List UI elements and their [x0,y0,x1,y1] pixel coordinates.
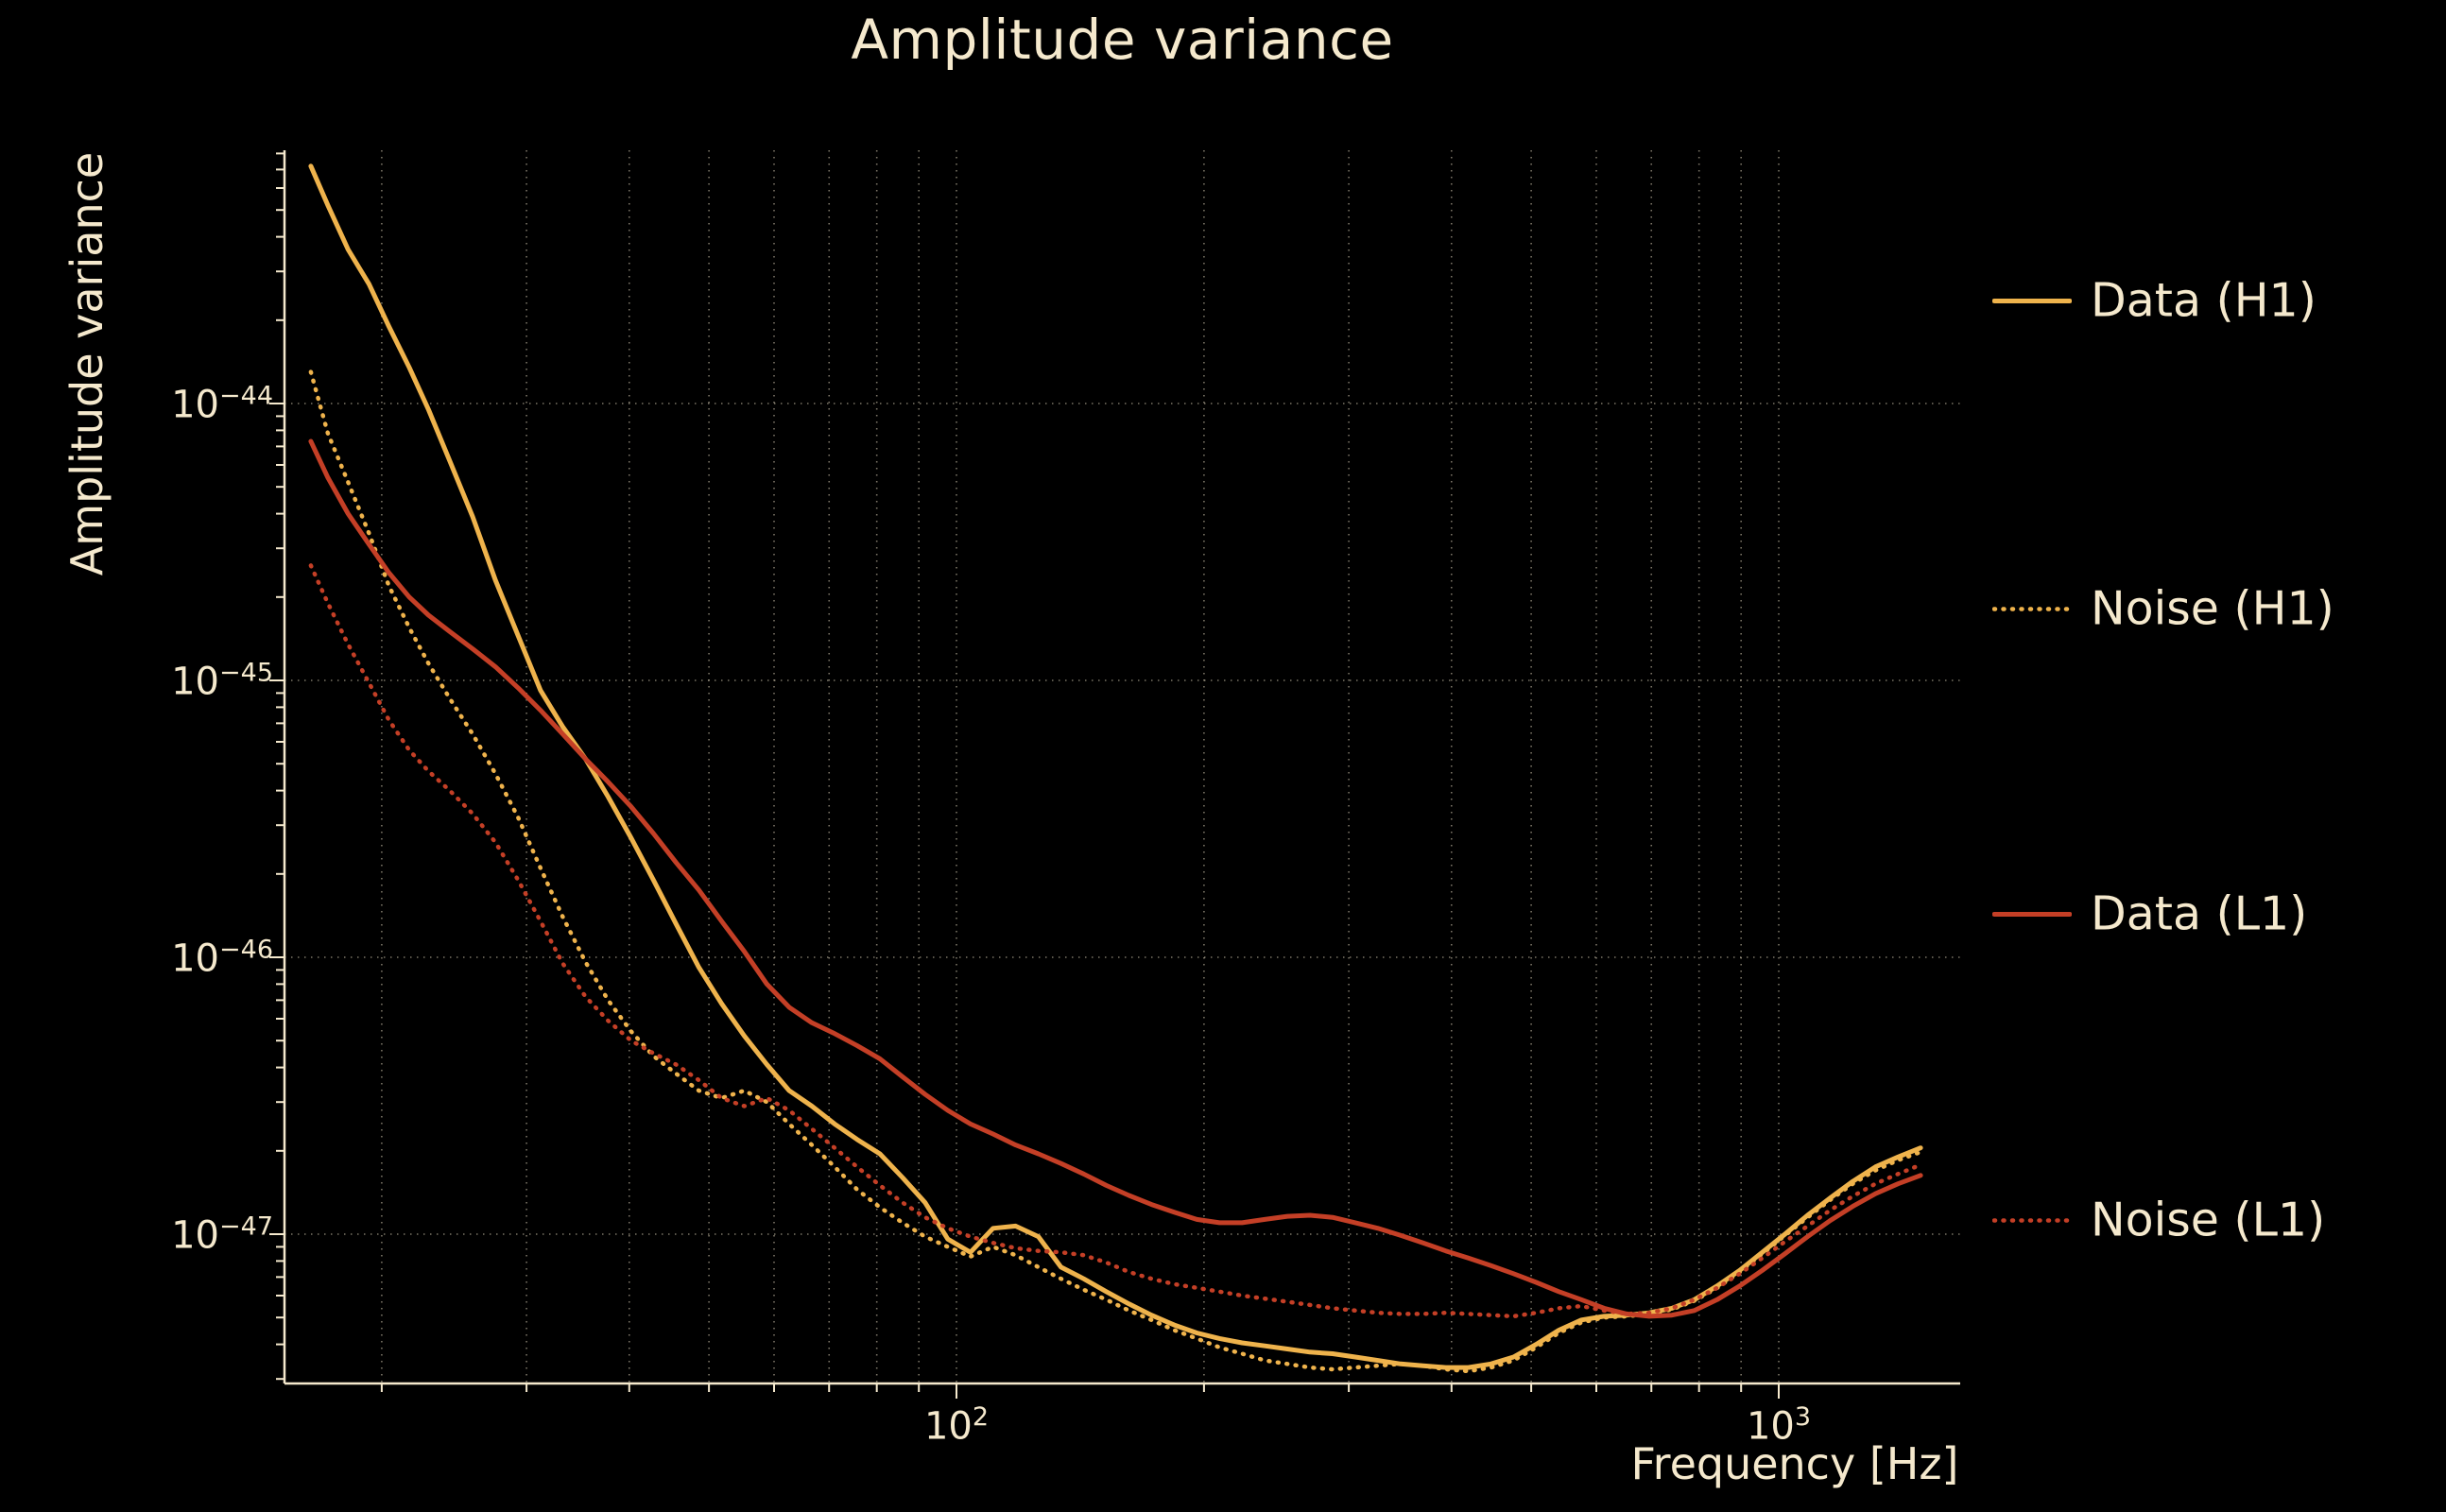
x-tick-label: 103 [1746,1402,1812,1449]
y-tick-label: 10−45 [171,658,273,704]
legend-item-data-h1: Data (H1) [1992,274,2317,328]
curve-data-l1- [308,438,1923,1319]
y-tick-label: 10−47 [171,1211,273,1258]
curve-noise-h1- [308,369,1923,1374]
legend-line-noise-l1 [1992,1217,2072,1223]
legend-line-noise-h1 [1992,606,2072,611]
legend-line-data-l1 [1992,911,2072,917]
curve-noise-l1- [308,563,1923,1319]
legend-label-data-h1: Data (H1) [2091,273,2317,328]
y-axis-label: Amplitude variance [61,151,112,576]
legend-line-data-h1 [1992,298,2072,303]
x-tick-label: 102 [923,1402,990,1449]
legend-item-noise-l1: Noise (L1) [1992,1194,2325,1247]
legend-item-noise-h1: Noise (H1) [1992,582,2334,636]
x-axis-label: Frequency [Hz] [1630,1438,1959,1489]
legend-item-data-l1: Data (L1) [1992,887,2307,941]
chart-title: Amplitude variance [851,8,1394,72]
legend-label-data-l1: Data (L1) [2091,886,2308,941]
legend-label-noise-l1: Noise (L1) [2091,1193,2326,1247]
legend-label-noise-h1: Noise (H1) [2091,581,2334,636]
y-tick-label: 10−44 [171,381,273,427]
y-tick-label: 10−46 [171,935,273,981]
